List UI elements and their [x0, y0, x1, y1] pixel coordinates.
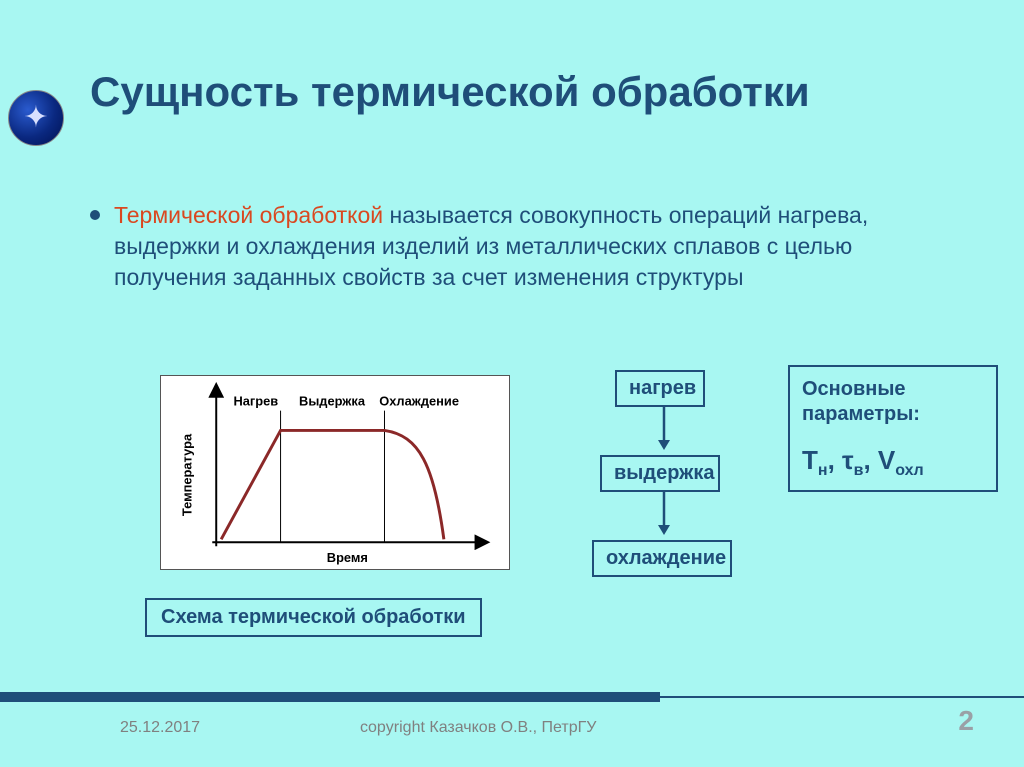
chart-caption: Схема термической обработки	[145, 598, 482, 637]
bullet-block: Термической обработкой называется совоку…	[90, 200, 920, 293]
footer-thick-line	[0, 692, 660, 702]
svg-text:Нагрев: Нагрев	[233, 394, 278, 409]
svg-text:Охлаждение: Охлаждение	[379, 394, 459, 409]
params-box: Основные параметры: Tн, τв, Vохл	[788, 365, 998, 492]
flow-box: выдержка	[600, 455, 720, 492]
params-title: Основные параметры:	[802, 377, 984, 427]
bullet-item: Термической обработкой называется совоку…	[90, 200, 920, 293]
footer-thin-line	[660, 696, 1024, 698]
bullet-text: Термической обработкой называется совоку…	[114, 200, 920, 293]
flow-box: охлаждение	[592, 540, 732, 577]
footer-divider	[0, 692, 1024, 702]
bullet-dot-icon	[90, 210, 100, 220]
footer-date: 25.12.2017	[120, 719, 200, 737]
footer-copyright: copyright Казачков О.В., ПетрГУ	[360, 719, 596, 737]
svg-text:Температура: Температура	[179, 433, 194, 516]
thermal-chart: Нагрев Выдержка Охлаждение Время Температура	[160, 375, 510, 570]
flow-arrow-icon	[656, 406, 672, 455]
flow-arrow-icon	[656, 491, 672, 540]
slide: ✦ Сущность термической обработки Термиче…	[0, 0, 1024, 767]
bullet-highlight: Термической обработкой	[114, 202, 383, 228]
params-formula: Tн, τв, Vохл	[802, 445, 984, 480]
flow-box: нагрев	[615, 370, 705, 407]
footer-page-number: 2	[958, 705, 974, 737]
star-icon: ✦	[23, 103, 48, 133]
slide-title: Сущность термической обработки	[90, 68, 810, 116]
svg-text:Выдержка: Выдержка	[299, 394, 366, 409]
chart-svg: Нагрев Выдержка Охлаждение Время Температура	[161, 376, 509, 569]
svg-text:Время: Время	[327, 550, 368, 565]
university-logo: ✦	[8, 90, 64, 146]
